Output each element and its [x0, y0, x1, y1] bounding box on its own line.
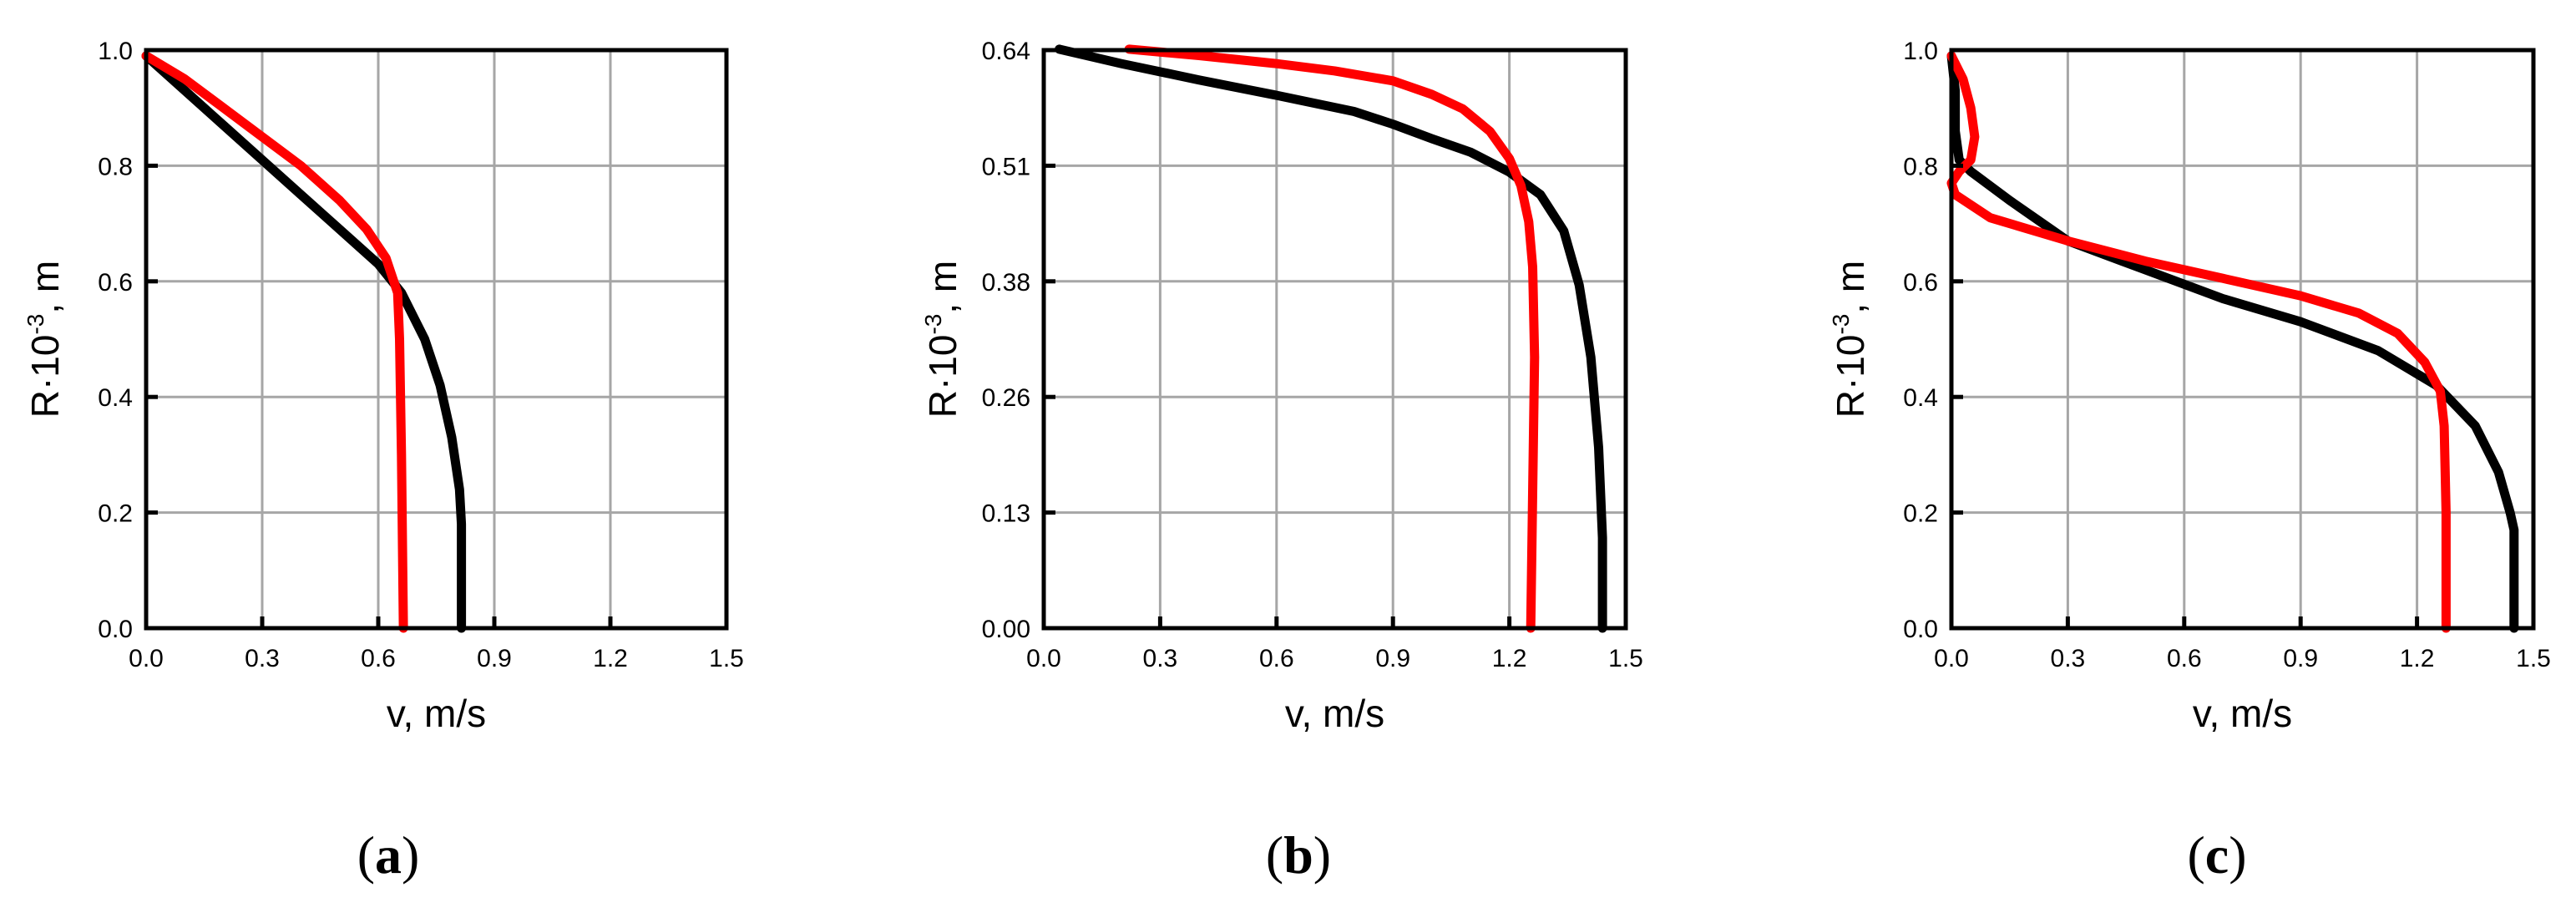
x-axis-label: v, m/s — [387, 692, 486, 735]
series-red-line — [1124, 44, 1540, 633]
series-red-line — [141, 51, 408, 633]
y-tick-label: 0.0 — [98, 616, 133, 643]
x-tick-label: 0.9 — [477, 645, 512, 672]
plot-frame — [1041, 48, 1628, 631]
chart-panel-c: 0.0 0.3 0.6 0.9 1.2 1.5 0.0 0.2 0.4 0.6 0.8 1.0 v, m… — [1828, 38, 2551, 885]
x-tick-label: 0.9 — [2283, 645, 2318, 672]
x-tick-label: 0.0 — [1934, 645, 1969, 672]
y-tick-label: 0.64 — [982, 38, 1030, 65]
series-black-line — [141, 51, 467, 633]
y-tick-label: 0.4 — [98, 384, 133, 412]
x-tick-label: 1.5 — [1608, 645, 1643, 672]
y-tick-label: 0.26 — [982, 384, 1030, 412]
y-tick-label: 0.6 — [1903, 269, 1938, 297]
panel-caption: (a) — [357, 825, 420, 885]
x-tick-label: 1.2 — [2400, 645, 2435, 672]
x-tick-label: 1.5 — [2516, 645, 2551, 672]
y-tick-label: 0.4 — [1903, 384, 1938, 412]
y-tick-label: 0.2 — [1903, 500, 1938, 528]
panel-caption: (b) — [1266, 825, 1331, 885]
y-tick-label: 0.51 — [982, 153, 1030, 180]
y-tick-label: 0.6 — [98, 269, 133, 297]
x-tick-label: 0.6 — [1259, 645, 1294, 672]
y-axis-label: R·10-3, m — [920, 261, 964, 418]
y-tick-label: 0.38 — [982, 269, 1030, 297]
y-tick-label: 0.0 — [1903, 616, 1938, 643]
y-tick-label: 1.0 — [1903, 38, 1938, 65]
x-tick-label: 0.0 — [129, 645, 164, 672]
series-black-line — [1946, 51, 2519, 633]
x-axis-label: v, m/s — [2193, 692, 2292, 735]
y-axis-label: R·10-3, m — [23, 261, 67, 418]
x-tick-label: 0.3 — [245, 645, 280, 672]
x-axis-label: v, m/s — [1285, 692, 1384, 735]
y-tick-label: 0.8 — [1903, 153, 1938, 180]
x-tick-label: 1.5 — [709, 645, 744, 672]
x-tick-label: 1.2 — [593, 645, 628, 672]
x-tick-label: 0.3 — [2051, 645, 2086, 672]
y-tick-label: 1.0 — [98, 38, 133, 65]
x-tick-label: 1.2 — [1492, 645, 1527, 672]
series-red-line — [1946, 51, 2451, 633]
y-tick-label: 0.00 — [982, 616, 1030, 643]
y-tick-label: 0.8 — [98, 153, 133, 180]
x-tick-label: 0.0 — [1026, 645, 1061, 672]
series-black-line — [1055, 44, 1607, 633]
panel-caption: (c) — [2187, 825, 2246, 885]
plot-frame — [1949, 48, 2536, 631]
x-tick-label: 0.6 — [2167, 645, 2202, 672]
chart-panel-a: 0.0 0.3 0.6 0.9 1.2 1.5 0.0 0.2 0.4 0.6 0.8 1.0 v, m… — [23, 38, 744, 885]
x-tick-label: 0.6 — [361, 645, 396, 672]
plot-frame — [144, 48, 729, 631]
y-tick-label: 0.2 — [98, 500, 133, 528]
x-tick-label: 0.3 — [1143, 645, 1178, 672]
x-tick-label: 0.9 — [1375, 645, 1410, 672]
chart-panel-b: 0.0 0.3 0.6 0.9 1.2 1.5 0.00 0.13 0.26 0.38 0.51 0.… — [920, 38, 1643, 885]
y-tick-label: 0.13 — [982, 500, 1030, 528]
y-axis-label: R·10-3, m — [1828, 261, 1872, 418]
